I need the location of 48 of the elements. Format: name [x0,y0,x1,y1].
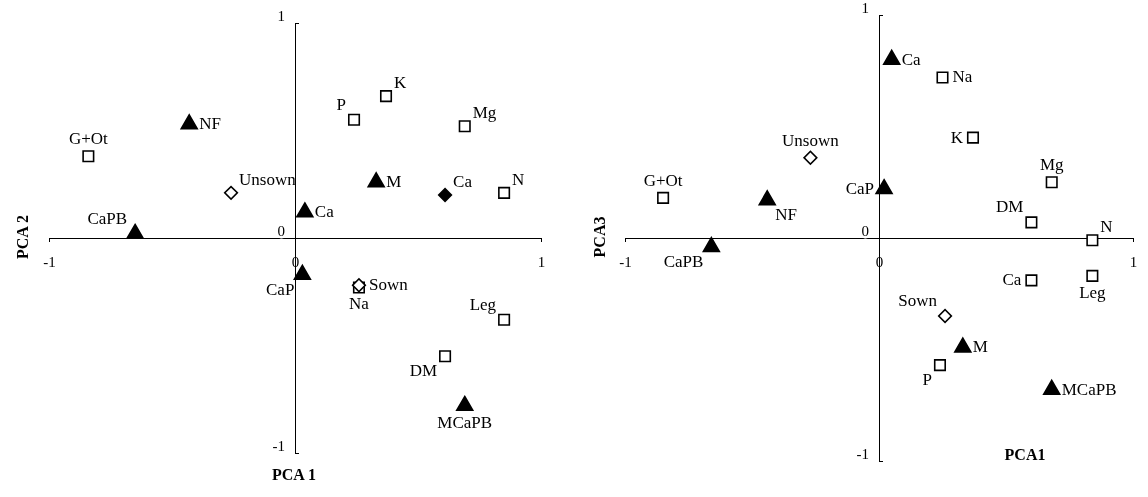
data-label: K [950,127,964,147]
y-tick-label: 0 [277,222,285,239]
y-axis-title: PCA 2 [14,215,31,259]
data-label: Na [952,67,973,87]
data-label: MCaPB [437,412,493,432]
data-label: Na [349,294,370,314]
data-label: P [336,94,347,114]
x-tick-label: -1 [619,253,632,270]
data-label: Leg [469,294,497,314]
data-label: NF [775,205,797,225]
data-label: Mg [1039,155,1065,175]
data-label: CaP [845,178,875,198]
data-label: Ca [901,49,922,69]
y-tick-label: 0 [861,222,869,239]
data-label: Leg [1079,282,1107,302]
y-tick-label: 1 [277,7,285,24]
data-label: Unsown [782,130,840,150]
y-tick-label: -1 [272,437,285,454]
x-tick-label: -1 [43,253,56,270]
data-label: N [1100,217,1113,237]
data-label: Mg [472,103,497,123]
data-label: CaPB [663,251,704,271]
data-label: CaPB [87,208,128,228]
data-label: CaP [266,279,295,299]
data-label: K [394,73,408,93]
data-label: DM [995,197,1024,217]
data-label: Ca [314,202,335,222]
data-label: M [386,172,402,192]
x-tick-label: 1 [537,253,546,270]
y-tick-label: 1 [861,0,869,16]
y-tick-label: -1 [856,445,869,462]
data-label: NF [199,114,221,134]
data-label: M [972,337,988,357]
x-axis-title: PCA1 [1004,446,1046,463]
data-label: Sown [898,291,938,311]
data-label: N [512,169,525,189]
x-tick-label: 1 [1129,253,1138,270]
data-label: DM [409,361,438,381]
data-label: G+Ot [68,129,109,149]
x-axis-title: PCA 1 [272,466,316,483]
data-label: Ca [453,172,473,191]
data-label: Ca [1002,270,1022,290]
data-label: Sown [368,275,409,295]
y-axis-title: PCA3 [591,216,608,258]
data-label: G+Ot [643,170,683,190]
data-label: MCaPB [1061,379,1117,399]
data-label: P [922,370,932,390]
data-label: Unsown [239,169,297,189]
